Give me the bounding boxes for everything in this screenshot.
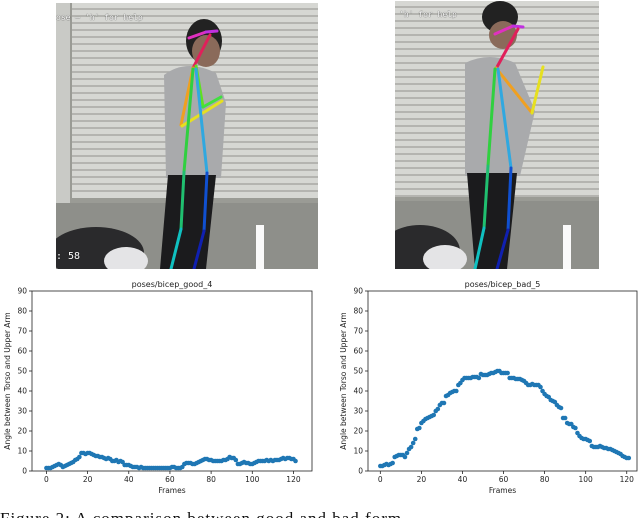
data-point [573,425,578,431]
x-tick-label: 120 [620,475,635,484]
x-axis-label: Frames [489,486,516,495]
x-tick-label: 100 [245,475,260,484]
data-point [505,370,510,376]
y-tick-label: 60 [17,347,27,356]
left-photo-scene [56,3,318,269]
data-point [538,384,543,390]
data-point [77,454,82,460]
data-point [626,455,632,461]
y-tick-label: 50 [17,367,27,376]
x-tick-label: 100 [579,475,594,484]
x-tick-label: 120 [286,475,301,484]
data-point [562,415,568,421]
x-tick-label: 60 [499,475,509,484]
data-point [408,444,414,450]
x-tick-label: 80 [540,475,550,484]
data-point [402,454,408,460]
x-tick-label: 80 [206,475,216,484]
data-point [587,438,593,444]
x-tick-label: 20 [417,475,427,484]
x-tick-label: 60 [165,475,175,484]
y-tick-label: 70 [353,327,363,336]
data-point [412,436,418,442]
y-tick-label: 30 [353,407,363,416]
data-point [417,425,422,431]
x-tick-label: 20 [83,475,93,484]
y-tick-label: 0 [358,467,363,476]
data-point [390,460,395,466]
plot-frame [367,290,638,472]
y-tick-label: 80 [17,307,27,316]
data-point [233,457,239,463]
frame-counter-text: : 58 [56,251,81,262]
data-point [453,388,459,394]
data-point [410,440,416,446]
y-tick-label: 10 [17,447,27,456]
help-overlay-text: 'h' for help [399,10,457,19]
data-point [404,450,410,456]
y-tick-label: 60 [353,347,363,356]
y-tick-label: 70 [17,327,27,336]
data-point [558,405,564,411]
x-tick-label: 40 [458,475,468,484]
y-axis-label: Angle between Torso and Upper Arm [3,312,12,449]
data-point [435,406,441,412]
y-tick-label: 20 [17,427,27,436]
y-tick-label: 40 [17,387,27,396]
left-pose-photo: ose — 'h' for help : 58 [56,3,318,269]
x-tick-label: 0 [44,475,49,484]
y-tick-label: 0 [22,467,27,476]
chart-1: 0 20 40 60 80 100 120 0 10 20 30 40 50 60 70 80 90 poses/… [339,280,638,495]
y-tick-label: 90 [353,287,363,296]
data-point [441,400,447,406]
y-tick-label: 10 [353,447,363,456]
y-tick-label: 90 [17,287,27,296]
x-axis-label: Frames [158,486,185,495]
x-tick-label: 40 [124,475,134,484]
help-overlay-text: ose — 'h' for help [56,13,143,22]
right-pose-photo: 'h' for help [395,1,599,269]
y-tick-label: 40 [353,387,363,396]
data-point [476,375,482,381]
y-axis-label: Angle between Torso and Upper Arm [339,312,348,449]
figure-caption: Figure 2: A comparison between good and … [0,509,638,518]
x-tick-label: 0 [378,475,383,484]
y-tick-label: 30 [17,407,27,416]
y-tick-label: 20 [353,427,363,436]
data-point [431,412,437,418]
chart-title: poses/bicep_good_4 [132,280,213,289]
chart-title: poses/bicep_bad_5 [465,280,541,289]
right-photo-scene [395,1,599,269]
data-point [293,458,298,464]
y-tick-label: 80 [353,307,363,316]
chart-0: 0 20 40 60 80 100 120 0 10 20 30 40 50 60 70 80 90 poses/… [3,280,313,495]
plot-frame [31,290,313,472]
y-tick-label: 50 [353,367,363,376]
